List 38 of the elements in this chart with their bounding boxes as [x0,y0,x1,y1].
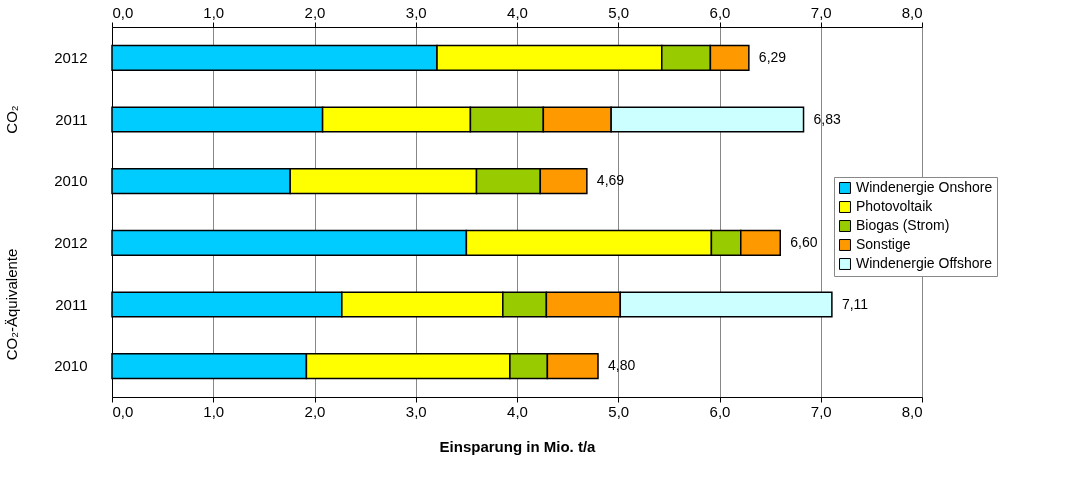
x2-tick-label: 6,0 [709,3,731,21]
text: CO₂ [3,105,20,134]
x-tick-label: 5,0 [608,402,630,420]
legend-label: Biogas (Strom) [856,217,950,233]
legend-label: Windenergie Offshore [856,255,993,271]
y-tick-label: 2011 [55,295,88,313]
x2-tick-label: 3,0 [405,3,427,21]
y-tick-label: 2012 [54,233,88,251]
x-tick-label: 0,0 [112,402,134,420]
x-tick-label: 3,0 [405,402,427,420]
total-label: 4,80 [608,357,636,374]
total-label: 7,11 [841,295,869,312]
x-tick-label: 8,0 [901,402,923,420]
legend-label: Windenergie Onshore [856,179,993,195]
x-tick-label: 1,0 [203,402,225,420]
x2-tick-label: 2,0 [304,3,326,21]
x2-tick-label: 5,0 [608,3,630,21]
x-tick-label: 6,0 [709,402,731,420]
x2-tick-label: 7,0 [810,3,832,21]
y-tick-label: 2011 [55,110,88,128]
x-tick-label: 4,0 [507,402,528,420]
y-tick-label: 2010 [54,172,88,190]
x-axis-title: Einsparung in Mio. t/a [439,437,597,455]
total-label: 6,29 [758,48,787,65]
total-label: 4,69 [596,172,625,189]
x2-tick-label: 0,0 [112,3,134,21]
legend-label: Sonstige [856,236,911,252]
y-tick-label: 2012 [54,48,88,66]
x2-tick-label: 1,0 [203,3,225,21]
legend-label: Photovoltaik [856,198,934,214]
total-label: 6,60 [790,233,818,250]
x-tick-label: 2,0 [304,402,326,420]
text: CO₂-Äquivalente [3,248,20,361]
x2-tick-label: 8,0 [901,3,923,21]
x-tick-label: 7,0 [810,402,832,420]
total-label: 6,83 [813,110,841,127]
x2-tick-label: 4,0 [507,3,528,21]
y-tick-label: 2010 [54,357,88,375]
